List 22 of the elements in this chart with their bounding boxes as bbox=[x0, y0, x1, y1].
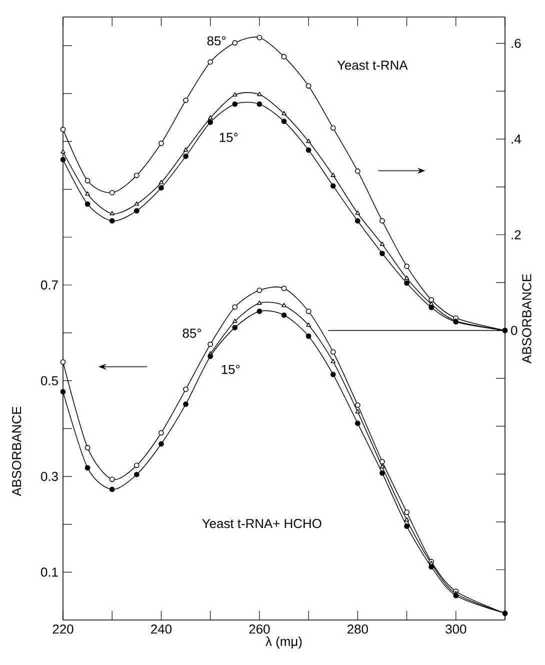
series-label: 15° bbox=[222, 364, 240, 374]
y-axis-title: ABSORBANCE bbox=[12, 406, 22, 496]
legend-label: 85° bbox=[207, 36, 226, 46]
x-tick-label: 300 bbox=[446, 624, 466, 634]
y-tick-label: 0.3 bbox=[40, 472, 58, 482]
x-axis-title: λ (mμ) bbox=[266, 636, 302, 649]
y2-tick-label: .2 bbox=[512, 230, 521, 240]
y2-tick-label: .4 bbox=[512, 134, 521, 144]
x-tick-label: 220 bbox=[52, 624, 74, 634]
y2-tick-label: .6 bbox=[512, 38, 521, 48]
y-tick-label: 0.5 bbox=[40, 376, 58, 386]
y-tick-label: 0.7 bbox=[40, 280, 58, 290]
x-tick-label: 260 bbox=[249, 624, 270, 634]
annotation: Yeast t-RNA+ HCHO bbox=[202, 518, 322, 528]
series-label: 85° bbox=[182, 328, 202, 338]
y-tick-label: 0.1 bbox=[40, 568, 58, 577]
y2-tick-label: 0 bbox=[511, 326, 518, 336]
x-tick-label: 280 bbox=[348, 624, 368, 634]
x-tick-label: 240 bbox=[151, 624, 172, 634]
series-label: 15° bbox=[220, 132, 238, 142]
y2-axis-title: ABSORBANCE bbox=[522, 274, 532, 364]
annotation: Yeast t-RNA bbox=[337, 60, 408, 70]
